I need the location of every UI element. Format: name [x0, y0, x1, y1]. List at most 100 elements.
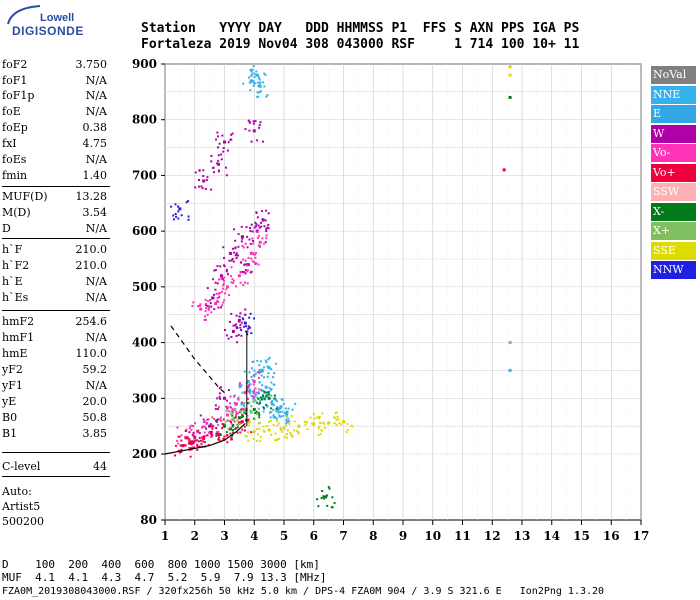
- data-point-cluster: [231, 132, 234, 135]
- data-point-cluster: [218, 291, 221, 294]
- data-point-cluster: [274, 416, 277, 419]
- data-point-cluster: [244, 281, 247, 284]
- data-point-cluster: [199, 439, 202, 442]
- param-name: foEs: [2, 153, 27, 166]
- data-point-cluster: [291, 408, 294, 411]
- data-point: [223, 396, 226, 400]
- data-point-cluster: [254, 400, 257, 403]
- param-name: M(D): [2, 206, 31, 219]
- data-point-cluster: [184, 444, 187, 447]
- data-point-cluster: [234, 408, 237, 411]
- param-name: fxI: [2, 137, 17, 150]
- param-value: 110.0: [75, 347, 108, 360]
- data-point-cluster: [287, 417, 290, 420]
- data-point-cluster: [220, 158, 223, 161]
- data-point-cluster: [285, 418, 288, 421]
- data-point: [258, 84, 262, 88]
- footer-file-line: FZA0M_2019308043000.RSF / 320fx256h 50 k…: [2, 586, 605, 597]
- data-point-cluster: [202, 418, 205, 421]
- data-point-cluster: [239, 261, 242, 264]
- data-point: [324, 495, 328, 499]
- data-point-cluster: [257, 263, 260, 266]
- data-point-cluster: [340, 423, 343, 426]
- data-point-cluster: [239, 323, 242, 326]
- data-point-cluster: [222, 282, 225, 285]
- legend-item: NoVal: [651, 66, 696, 84]
- data-point-cluster: [277, 437, 280, 440]
- data-point-cluster: [261, 393, 264, 396]
- param-name: hmF1: [2, 331, 35, 344]
- data-point-cluster: [225, 334, 228, 337]
- data-point-cluster: [252, 122, 255, 125]
- data-point-cluster: [241, 416, 244, 419]
- data-point-cluster: [220, 419, 223, 422]
- data-point-cluster: [246, 246, 249, 249]
- data-point-cluster: [255, 427, 258, 430]
- data-point-cluster: [204, 434, 207, 437]
- data-point-cluster: [282, 403, 285, 406]
- data-point-cluster: [174, 454, 177, 457]
- data-point-cluster: [270, 368, 273, 371]
- x-tick-label: 1: [161, 529, 169, 543]
- data-point: [223, 140, 226, 144]
- data-point-cluster: [260, 225, 263, 228]
- data-point-cluster: [190, 428, 193, 431]
- data-point-cluster: [258, 245, 261, 248]
- data-point-cluster: [252, 392, 255, 395]
- data-point-cluster: [230, 281, 233, 284]
- data-point-cluster: [216, 408, 219, 411]
- data-point-cluster: [214, 288, 217, 291]
- data-point-cluster: [204, 310, 207, 313]
- data-point-cluster: [242, 404, 245, 407]
- data-point-cluster: [254, 256, 257, 259]
- data-point: [228, 251, 232, 255]
- data-point-cluster: [343, 421, 346, 424]
- param-name: D: [2, 222, 11, 235]
- data-point-cluster: [197, 185, 200, 188]
- param-name: foF2: [2, 58, 28, 71]
- data-point-cluster: [209, 423, 212, 426]
- data-point-cluster: [252, 242, 255, 245]
- data-point-cluster: [247, 385, 250, 388]
- data-point-cluster: [337, 418, 340, 421]
- param-value: 254.6: [75, 315, 108, 328]
- data-point-cluster: [265, 237, 268, 240]
- data-point-cluster: [262, 406, 265, 409]
- data-point-cluster: [252, 120, 255, 123]
- data-point-cluster: [310, 422, 313, 425]
- data-point-cluster: [217, 406, 220, 409]
- data-point-cluster: [274, 439, 277, 442]
- data-point-cluster: [256, 91, 259, 94]
- data-point: [267, 396, 271, 400]
- data-point-cluster: [180, 439, 183, 442]
- data-point-cluster: [321, 412, 324, 415]
- data-point-cluster: [297, 431, 300, 434]
- param-name: h`Es: [2, 291, 29, 304]
- legend-item: Vo+: [651, 163, 696, 182]
- data-point-cluster: [205, 307, 208, 310]
- data-point-cluster: [217, 306, 220, 309]
- data-point-cluster: [217, 154, 220, 157]
- data-point-cluster: [259, 396, 262, 399]
- data-point-cluster: [250, 405, 253, 408]
- data-point-cluster: [258, 391, 261, 394]
- data-point-cluster: [192, 446, 195, 449]
- data-point-cluster: [188, 427, 191, 430]
- y-tick-label: 500: [132, 280, 157, 294]
- data-point-cluster: [242, 403, 245, 406]
- data-point-cluster: [245, 226, 248, 229]
- x-tick-label: 12: [484, 529, 501, 543]
- data-point-cluster: [265, 228, 268, 231]
- data-point-cluster: [219, 434, 222, 437]
- data-point-cluster: [259, 440, 262, 443]
- data-point-cluster: [246, 264, 249, 267]
- data-point: [258, 240, 262, 244]
- data-point-cluster: [266, 405, 269, 408]
- data-point-cluster: [202, 435, 205, 438]
- data-point-cluster: [247, 325, 250, 328]
- data-point-cluster: [264, 219, 267, 222]
- data-point-cluster: [218, 395, 221, 398]
- data-point-cluster: [258, 226, 261, 229]
- param-value: 44: [93, 460, 107, 473]
- data-point-cluster: [192, 434, 195, 437]
